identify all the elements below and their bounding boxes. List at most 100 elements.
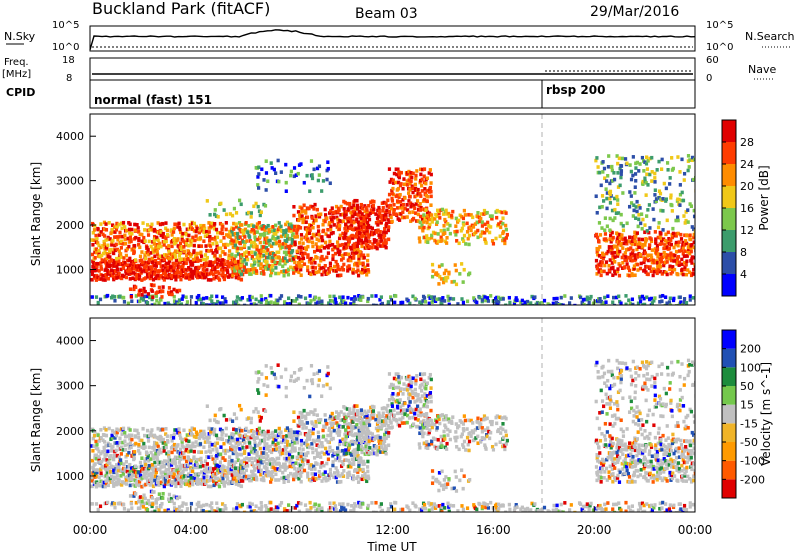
power-cell <box>602 199 606 203</box>
power-cell <box>418 202 422 206</box>
power-cell <box>213 222 217 226</box>
power-cell <box>616 232 620 236</box>
power-cell <box>254 230 258 234</box>
power-cell <box>201 275 205 280</box>
power-cell <box>580 300 584 305</box>
power-cell <box>178 245 182 250</box>
velocity-cell <box>113 454 118 459</box>
velocity-cell <box>161 482 165 487</box>
power-cell <box>616 171 620 175</box>
power-cell <box>640 212 644 217</box>
power-cell <box>198 227 202 232</box>
power-cell <box>676 260 680 265</box>
power-cell <box>277 271 281 276</box>
velocity-cell <box>150 428 154 432</box>
velocity-cell <box>339 425 344 429</box>
power-cell <box>255 255 259 260</box>
velocity-cell <box>254 475 259 480</box>
power-cell <box>290 224 294 228</box>
velocity-cell <box>327 416 332 421</box>
velocity-cell <box>183 463 187 468</box>
power-cell <box>287 225 291 230</box>
power-cell <box>244 270 248 274</box>
velocity-cell <box>244 476 248 481</box>
power-cell <box>123 262 128 267</box>
power-cell <box>659 208 663 213</box>
power-cell <box>360 206 365 211</box>
power-cell <box>284 162 288 167</box>
power-cell <box>647 203 651 207</box>
power-cell <box>252 204 256 209</box>
velocity-cell <box>313 467 317 471</box>
velocity-cell <box>335 480 340 484</box>
velocity-cell <box>270 435 275 439</box>
power-cell <box>383 217 387 222</box>
velocity-cell <box>209 478 214 482</box>
power-cell <box>299 237 304 241</box>
power-cell <box>115 267 120 272</box>
velocity-cell <box>235 478 239 483</box>
power-cell <box>386 198 390 203</box>
power-cell <box>161 235 165 239</box>
velocity-cell <box>339 418 343 423</box>
velocity-cell <box>240 469 244 474</box>
velocity-cell <box>260 460 264 465</box>
velocity-cell <box>215 456 219 460</box>
power-cell <box>256 237 260 242</box>
velocity-cell <box>340 472 344 476</box>
velocity-cell <box>247 452 251 456</box>
velocity-cell <box>150 433 154 438</box>
velocity-cell <box>209 429 213 434</box>
power-cell <box>625 258 629 263</box>
velocity-cell <box>341 425 345 429</box>
power-cell <box>366 296 370 301</box>
power-cell <box>330 219 335 224</box>
power-cell <box>334 259 338 264</box>
power-cell <box>310 236 314 240</box>
power-cell <box>655 247 660 252</box>
velocity-cell <box>277 426 281 431</box>
velocity-cell <box>107 426 111 431</box>
velocity-cell <box>334 466 338 470</box>
velocity-cell <box>137 435 141 440</box>
power-cell <box>289 243 293 248</box>
velocity-cell <box>320 479 324 483</box>
power-cell <box>263 237 267 241</box>
velocity-cell <box>194 472 199 476</box>
velocity-cell <box>127 464 131 469</box>
power-cell <box>375 216 380 221</box>
power-cell <box>107 221 111 225</box>
power-cell <box>118 230 122 235</box>
power-cell <box>672 259 676 263</box>
power-cell <box>267 228 271 232</box>
power-cell <box>441 280 446 285</box>
velocity-cell <box>167 463 171 467</box>
power-cell <box>271 234 275 239</box>
velocity-cell <box>269 462 273 466</box>
power-cell <box>272 301 277 305</box>
power-cell <box>499 225 503 230</box>
power-cell <box>422 197 427 202</box>
velocity-cell <box>185 448 189 452</box>
velocity-cell <box>138 438 142 443</box>
power-cell <box>325 177 329 182</box>
power-cell <box>617 239 622 244</box>
power-cell <box>143 228 147 232</box>
power-cell <box>257 299 261 304</box>
velocity-cell <box>295 440 299 445</box>
power-cell <box>298 259 302 264</box>
power-cell <box>501 229 506 234</box>
power-cell <box>314 270 318 275</box>
power-cell <box>597 254 602 258</box>
power-cell <box>175 289 179 294</box>
power-cell <box>306 268 310 273</box>
velocity-cell <box>164 432 168 436</box>
velocity-cell <box>356 470 360 474</box>
power-cell <box>643 243 647 247</box>
power-cell <box>405 179 409 183</box>
power-cell <box>407 169 411 174</box>
power-cell <box>613 207 617 212</box>
power-cell <box>139 267 143 271</box>
power-cell <box>102 274 106 278</box>
power-cell <box>684 239 688 243</box>
